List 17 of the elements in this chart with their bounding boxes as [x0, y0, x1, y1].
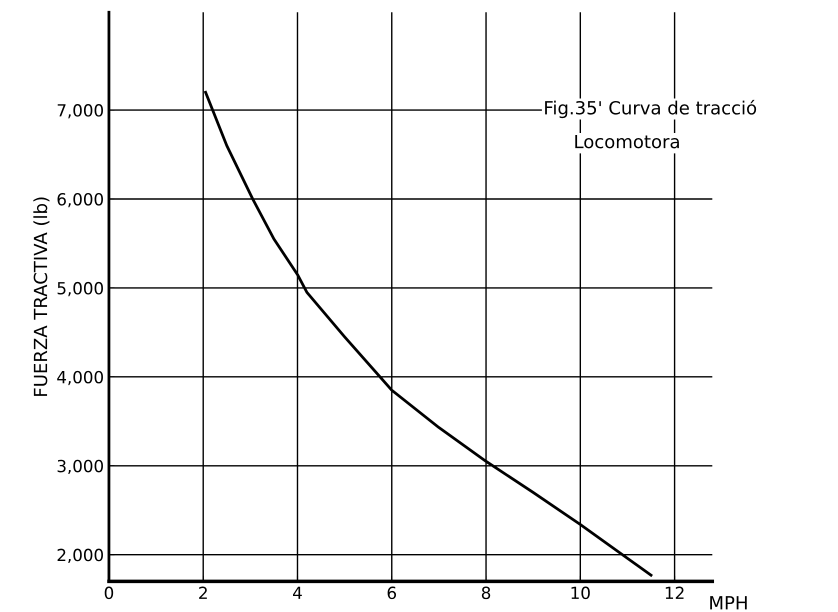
y-tick-label: 5,000 [58, 282, 103, 296]
annotation: Fig.35' Curva de tracció [545, 100, 756, 118]
x-tick-label: 2 [199, 586, 207, 599]
y-tick-label: 6,000 [58, 192, 103, 208]
x-tick-label: 4 [293, 586, 302, 599]
y-tick-label: 2,000 [58, 548, 103, 563]
x-tick-label: 10 [572, 586, 590, 600]
x-tick-label: 6 [388, 586, 396, 600]
x-tick-label: 12 [666, 586, 684, 599]
annotation: Locomotora [575, 134, 679, 148]
y-axis-title: FUERZA TRACTIVA (lb) [33, 198, 50, 396]
x-tick-label: 8 [482, 586, 490, 600]
x-tick-label: 0 [104, 586, 114, 600]
y-tick-label: 3,000 [58, 460, 103, 474]
y-tick-label: 4,000 [57, 370, 103, 386]
x-axis-title: MPH [710, 596, 747, 610]
y-tick-label: 7,000 [58, 104, 103, 118]
